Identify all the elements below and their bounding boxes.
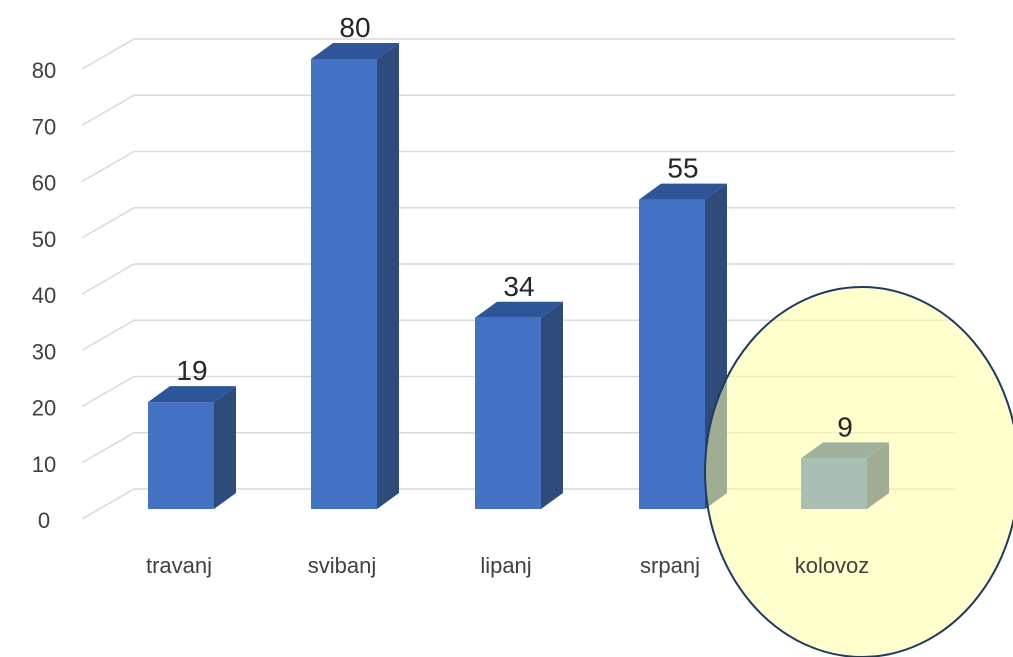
bar-side [377, 43, 399, 509]
bars [148, 43, 889, 509]
y-tick-label: 60 [32, 171, 56, 196]
y-tick-label: 50 [32, 227, 56, 252]
x-category-label: svibanj [308, 553, 376, 578]
x-axis-categories: travanj svibanj lipanj srpanj kolovoz [146, 553, 869, 578]
data-label: 80 [339, 12, 370, 43]
bar-front [639, 199, 705, 509]
x-category-label: lipanj [480, 553, 531, 578]
data-labels: 19 80 34 55 9 [176, 12, 852, 442]
data-label: 34 [503, 271, 534, 302]
y-tick-label: 80 [32, 58, 56, 83]
x-category-label: srpanj [640, 553, 700, 578]
highlight-ellipse [704, 286, 1013, 657]
bar-side [541, 301, 563, 509]
data-label: 19 [176, 355, 207, 386]
bar-side [214, 386, 236, 509]
y-tick-label: 70 [32, 114, 56, 139]
bar-top [148, 386, 236, 403]
bar-front [311, 59, 377, 509]
gridline [81, 150, 955, 183]
x-category-label: travanj [146, 553, 212, 578]
gridlines [81, 38, 955, 520]
y-tick-label: 0 [38, 508, 50, 533]
y-tick-label: 20 [32, 396, 56, 421]
bar-top [639, 183, 727, 200]
data-label: 9 [837, 411, 853, 442]
bar-travanj [148, 386, 236, 509]
y-axis-ticks: 0 10 20 30 40 50 60 70 80 [32, 58, 56, 533]
gridline [81, 38, 955, 70]
bar-front [148, 402, 214, 509]
y-tick-label: 30 [32, 339, 56, 364]
bar-top [311, 43, 399, 59]
bar-svibanj [311, 43, 399, 509]
bar-front [475, 317, 541, 509]
gridline [81, 94, 955, 126]
gridline [81, 207, 955, 239]
y-tick-label: 10 [32, 452, 56, 477]
data-label: 55 [667, 153, 698, 184]
bar-top [475, 301, 563, 318]
y-tick-label: 40 [32, 283, 56, 308]
bar-lipanj [475, 301, 563, 509]
x-category-label: kolovoz [795, 553, 870, 578]
